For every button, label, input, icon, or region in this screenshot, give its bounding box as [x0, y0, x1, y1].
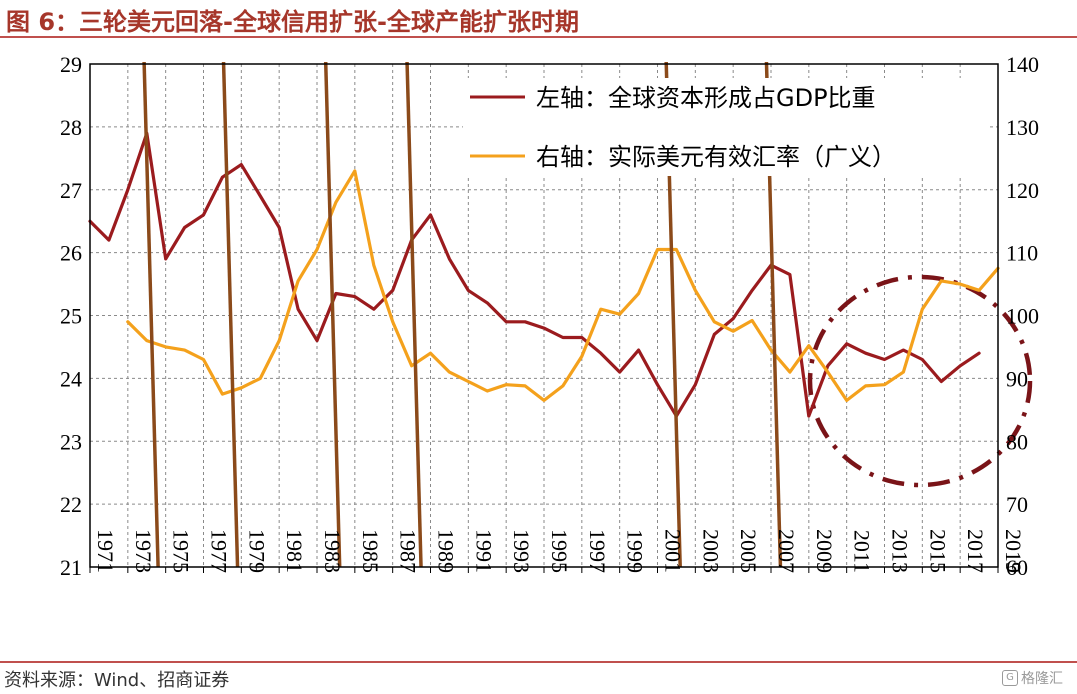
x-tick-label: 1981: [282, 529, 307, 573]
legend-label-dollar: 右轴：实际美元有效汇率（广义）: [536, 143, 896, 171]
left-tick-label: 26: [60, 241, 82, 266]
figure-title: 图 6：三轮美元回落-全球信用扩张-全球产能扩张时期: [6, 8, 579, 36]
x-tick-label: 1983: [320, 529, 345, 573]
watermark-logo-icon: G: [1002, 670, 1018, 686]
period-marker-line: [221, 61, 240, 568]
period-marker-line: [142, 61, 160, 568]
source-rule: [0, 661, 1077, 663]
period-marker-line: [323, 61, 342, 568]
x-tick-label: 1995: [547, 529, 572, 573]
highlight-circle: [807, 274, 1033, 488]
x-tick-label: 2017: [963, 529, 988, 573]
legend-label-investment: 左轴：全球资本形成占GDP比重: [536, 84, 876, 112]
x-tick-label: 1997: [585, 529, 610, 573]
x-tick-label: 2013: [888, 529, 913, 573]
highlight-circle-layer: [807, 274, 1033, 488]
right-tick-label: 110: [1006, 241, 1038, 266]
x-tick-label: 1975: [169, 529, 194, 573]
axes: 21 22 23 24 25 26 27 28 29 60 70 80 90 100 110 120 130 14…: [60, 52, 1039, 580]
investment-line: [88, 131, 981, 418]
x-tick-label: 1971: [93, 529, 118, 573]
left-tick-label: 22: [60, 492, 82, 517]
x-tick-label: 1973: [131, 529, 156, 573]
x-tick-label: 1977: [207, 529, 232, 573]
x-tick-label: 2007: [774, 529, 799, 573]
legend: 左轴：全球资本形成占GDP比重 右轴：实际美元有效汇率（广义）: [463, 78, 987, 176]
right-tick-label: 60: [1006, 555, 1028, 580]
x-tick-label: 1979: [244, 529, 269, 573]
x-tick-label: 1991: [471, 529, 496, 573]
right-tick-label: 130: [1006, 115, 1039, 140]
right-tick-label: 100: [1006, 304, 1039, 329]
series-layer: [88, 131, 1000, 418]
left-tick-label: 21: [60, 555, 82, 580]
chart: 21 22 23 24 25 26 27 28 29 60 70 80 90 100 110 120 130 14…: [60, 52, 1039, 580]
dollar-line: [126, 169, 1000, 402]
left-tick-label: 25: [60, 304, 82, 329]
left-tick-label: 24: [60, 366, 82, 391]
right-tick-label: 70: [1006, 492, 1028, 517]
watermark-text: 格隆汇: [1021, 671, 1063, 687]
watermark: G 格隆汇: [1002, 668, 1063, 688]
right-tick-label: 90: [1006, 366, 1028, 391]
right-tick-label: 140: [1006, 52, 1039, 77]
x-tick-label: 2009: [812, 529, 837, 573]
title-rule: [0, 36, 1077, 38]
right-tick-label: 120: [1006, 178, 1039, 203]
x-tick-label: 1993: [509, 529, 534, 573]
x-tick-label: 1985: [358, 529, 383, 573]
period-marker-line: [405, 61, 423, 568]
source-note: 资料来源：Wind、招商证券: [4, 670, 230, 691]
x-tick-label: 1999: [623, 529, 648, 573]
x-tick-label: 1989: [434, 529, 459, 573]
x-tick-label: 2011: [850, 530, 875, 573]
x-tick-label: 2001: [661, 529, 686, 573]
right-tick-label: 80: [1006, 429, 1028, 454]
left-tick-label: 28: [60, 115, 82, 140]
x-tick-label: 2015: [925, 529, 950, 573]
x-tick-label: 2005: [736, 529, 761, 573]
x-tick-label: 2019: [1001, 529, 1026, 573]
x-tick-label: 1987: [396, 529, 421, 573]
left-tick-label: 29: [60, 52, 82, 77]
legend-background: [463, 78, 987, 176]
left-tick-label: 27: [60, 178, 82, 203]
x-tick-label: 2003: [698, 529, 723, 573]
left-tick-label: 23: [60, 429, 82, 454]
